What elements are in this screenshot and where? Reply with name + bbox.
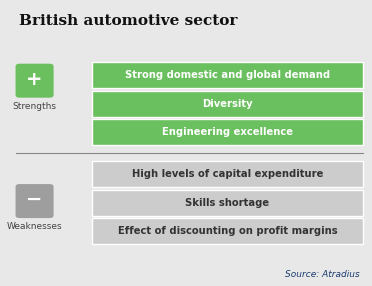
FancyBboxPatch shape	[92, 119, 363, 145]
FancyBboxPatch shape	[92, 218, 363, 244]
Text: High levels of capital expenditure: High levels of capital expenditure	[132, 169, 323, 179]
Text: Strong domestic and global demand: Strong domestic and global demand	[125, 70, 330, 80]
FancyBboxPatch shape	[92, 91, 363, 117]
Text: Weaknesses: Weaknesses	[7, 222, 62, 231]
FancyBboxPatch shape	[16, 64, 54, 98]
FancyBboxPatch shape	[92, 190, 363, 216]
Text: −: −	[26, 190, 43, 209]
Text: British automotive sector: British automotive sector	[19, 14, 238, 28]
Text: Source: Atradius: Source: Atradius	[285, 270, 360, 279]
FancyBboxPatch shape	[92, 161, 363, 187]
FancyBboxPatch shape	[16, 184, 54, 218]
Text: +: +	[26, 70, 43, 89]
Text: Strengths: Strengths	[13, 102, 57, 111]
Text: Engineering excellence: Engineering excellence	[162, 127, 293, 137]
Text: Effect of discounting on profit margins: Effect of discounting on profit margins	[118, 226, 337, 236]
Text: Diversity: Diversity	[202, 99, 253, 109]
FancyBboxPatch shape	[92, 62, 363, 88]
Text: Skills shortage: Skills shortage	[185, 198, 270, 208]
